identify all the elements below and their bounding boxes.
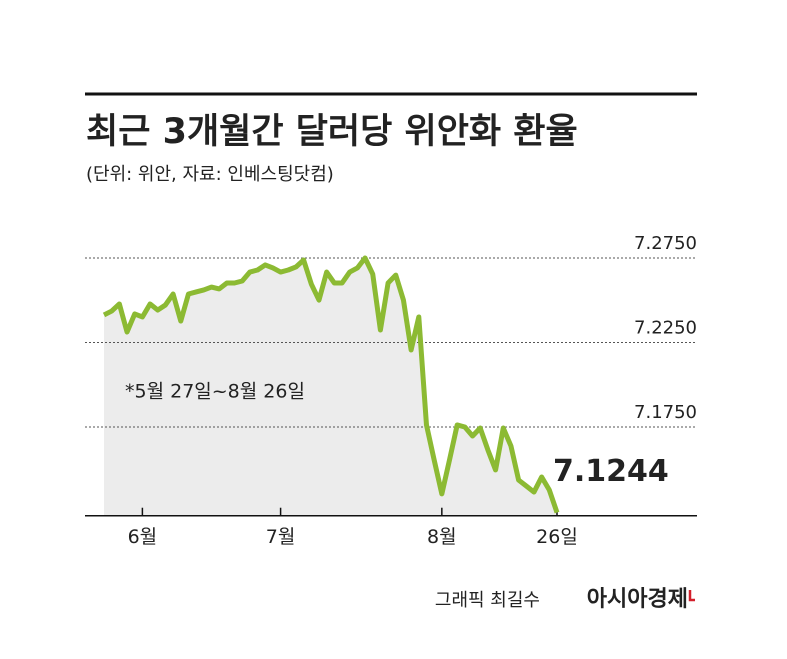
- data-line: [102, 255, 560, 514]
- y-tick-label: 7.2250: [634, 318, 697, 339]
- note: *5월 27일~8월 26일: [125, 381, 305, 403]
- x-tick-label: 7월: [266, 526, 296, 548]
- plot-area: 7.2750 7.2250 7.1750 6월 7월 8월 26일 7.1244: [85, 233, 697, 548]
- credit: 그래픽 최길수: [435, 590, 540, 611]
- x-tick-label: 8월: [427, 526, 457, 548]
- y-tick-label: 7.1750: [634, 402, 697, 423]
- chart-subtitle: (단위: 위안, 자료: 인베스팅닷컴): [86, 164, 334, 185]
- y-tick-label: 7.2750: [634, 233, 697, 254]
- brand: 아시아경제: [587, 587, 688, 612]
- value-label: 7.1244: [553, 454, 669, 489]
- brand-mark: [688, 590, 695, 602]
- x-tick-label: 6월: [128, 526, 158, 548]
- chart-title: 최근 3개월간 달러당 위안화 환율: [86, 112, 578, 152]
- area-fill: [104, 258, 557, 516]
- x-tick-label: 26일: [536, 526, 578, 548]
